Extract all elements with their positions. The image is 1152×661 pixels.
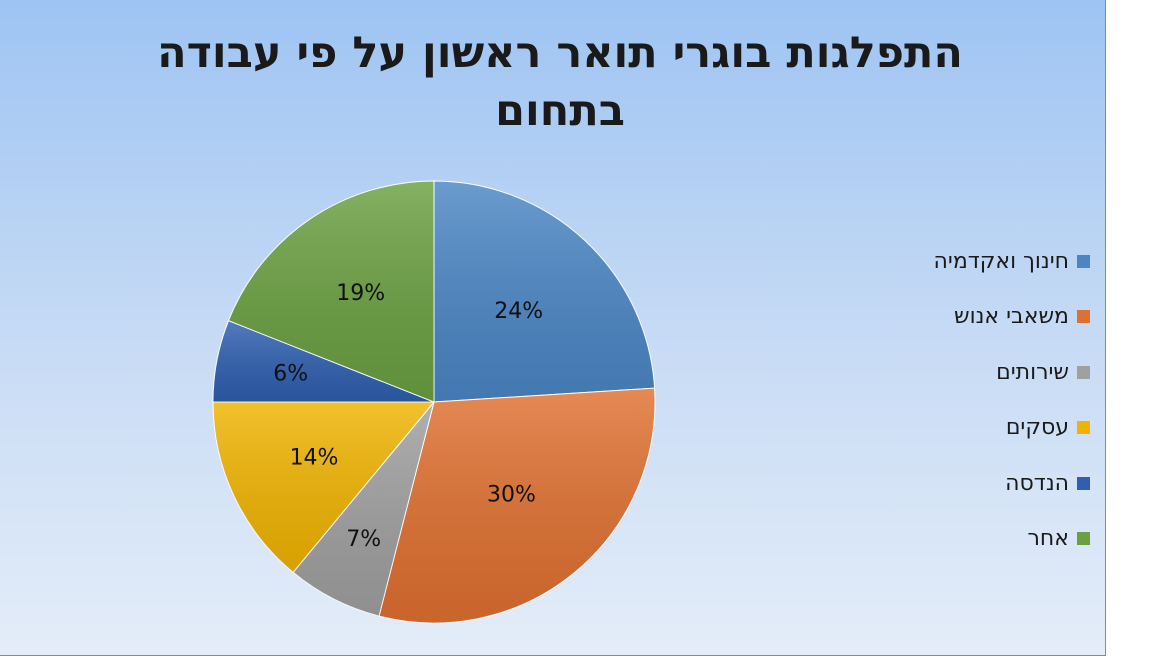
pie-label-6: 19% bbox=[336, 281, 385, 306]
legend-label: אחר bbox=[1027, 526, 1070, 552]
pie-slice-shade-6 bbox=[228, 181, 434, 402]
pie-label-3: 7% bbox=[346, 527, 381, 552]
legend-item-6: אחר bbox=[870, 525, 1090, 553]
legend-item-2: משאבי אנוש bbox=[870, 303, 1090, 331]
legend-label: הנדסה bbox=[1005, 470, 1069, 496]
pie-label-4: 14% bbox=[290, 445, 339, 470]
legend: חינוך ואקדמיה משאבי אנוש שירותים עסקים הנדסה… bbox=[870, 247, 1090, 581]
pie-slice-shade-5 bbox=[213, 320, 434, 402]
legend-swatch bbox=[1077, 476, 1090, 490]
pie-slices bbox=[212, 180, 656, 624]
pie-slice-shade-4 bbox=[213, 402, 434, 573]
pie-chart: 24% 30% 7% 14% 6% 19% bbox=[212, 180, 656, 624]
legend-swatch bbox=[1077, 310, 1090, 324]
legend-label: חינוך ואקדמיה bbox=[933, 248, 1069, 274]
legend-item-4: עסקים bbox=[870, 414, 1090, 442]
legend-swatch bbox=[1077, 254, 1090, 268]
legend-label: עסקים bbox=[1005, 415, 1069, 441]
legend-swatch bbox=[1077, 532, 1090, 546]
pie-slice-shade-1 bbox=[434, 181, 655, 402]
pie-slice-shade-2 bbox=[379, 388, 655, 624]
legend-swatch bbox=[1077, 365, 1090, 379]
legend-swatch bbox=[1077, 421, 1090, 435]
chart-area: התפלגות בוגרי תואר ראשון על פי עבודה בתח… bbox=[0, 0, 1106, 656]
legend-item-1: חינוך ואקדמיה bbox=[870, 247, 1090, 275]
pie-slice-shade-3 bbox=[293, 402, 434, 617]
pie-label-2: 30% bbox=[487, 483, 536, 508]
legend-item-5: הנדסה bbox=[870, 469, 1090, 497]
chart-title: התפלגות בוגרי תואר ראשון על פי עבודה בתח… bbox=[157, 28, 963, 136]
pie-label-5: 6% bbox=[273, 362, 308, 387]
pie-labels: 24% 30% 7% 14% 6% 19% bbox=[273, 281, 543, 552]
legend-label: שירותים bbox=[996, 359, 1069, 385]
legend-label: משאבי אנוש bbox=[954, 304, 1069, 330]
legend-item-3: שירותים bbox=[870, 358, 1090, 386]
pie-label-1: 24% bbox=[494, 299, 543, 324]
